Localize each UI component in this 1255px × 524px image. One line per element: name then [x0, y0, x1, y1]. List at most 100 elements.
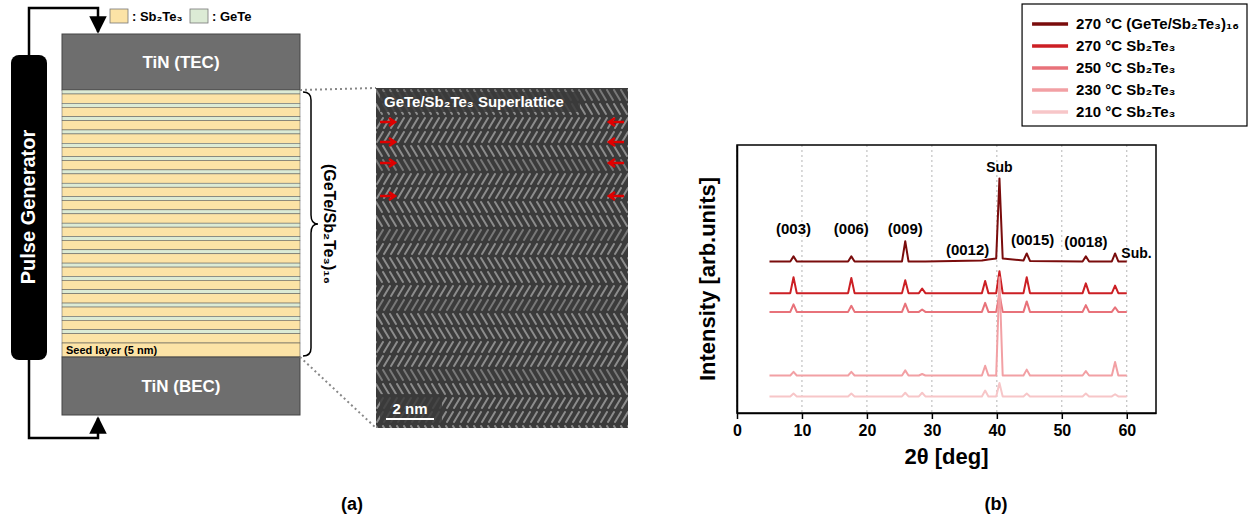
tem-lattice-fringe	[384, 244, 390, 254]
tem-lattice-fringe	[398, 300, 404, 310]
tem-lattice-fringe	[608, 244, 614, 254]
tem-lattice-fringe	[537, 426, 543, 428]
tem-lattice-fringe	[488, 272, 494, 282]
tem-lattice-fringe	[376, 216, 382, 226]
tem-lattice-fringe	[405, 230, 411, 240]
tem-lattice-fringe	[495, 272, 501, 282]
x-tick-label: 0	[733, 422, 742, 439]
tem-lattice-fringe	[489, 356, 495, 366]
tem-lattice-fringe	[615, 342, 621, 352]
series-line	[769, 383, 1126, 396]
tem-lattice-fringe	[432, 146, 438, 156]
tem-lattice-fringe	[509, 384, 515, 394]
tem-lattice-fringe	[488, 426, 494, 428]
tem-lattice-fringe	[607, 104, 613, 114]
tem-lattice-fringe	[523, 370, 529, 380]
tem-lattice-fringe	[467, 370, 473, 380]
tem-lattice-fringe	[544, 160, 550, 170]
gete-layer	[62, 130, 300, 134]
tem-lattice-fringe	[488, 258, 494, 268]
sb2te3-layer	[62, 121, 300, 130]
bottom-electrode-label: TiN (BEC)	[141, 377, 220, 396]
tem-lattice-fringe	[376, 328, 382, 338]
tem-lattice-fringe	[510, 132, 516, 142]
tem-lattice-fringe	[460, 216, 466, 226]
tem-lattice-fringe	[621, 216, 627, 226]
tem-lattice-fringe	[383, 328, 389, 338]
tem-lattice-fringe	[496, 118, 502, 128]
tem-lattice-fringe	[404, 426, 410, 428]
tem-lattice-fringe	[537, 272, 543, 282]
tem-lattice-fringe	[517, 342, 523, 352]
tem-lattice-fringe	[460, 202, 466, 212]
tem-lattice-fringe	[545, 188, 551, 198]
tem-lattice-fringe	[608, 342, 614, 352]
tem-lattice-fringe	[398, 174, 404, 184]
tem-lattice-fringe	[432, 272, 438, 282]
gete-layer	[62, 157, 300, 161]
tem-lattice-fringe	[453, 202, 459, 212]
tem-lattice-fringe	[586, 146, 592, 156]
series-line	[769, 277, 1126, 375]
tem-lattice-fringe	[376, 370, 382, 380]
interface-arrow	[609, 159, 624, 167]
zoom-connector	[300, 88, 376, 90]
tem-lattice-fringe	[383, 216, 389, 226]
tem-lattice-fringe	[537, 328, 543, 338]
tem-lattice-fringe	[614, 160, 620, 170]
sb2te3-layer	[62, 107, 300, 116]
gete-layer	[62, 223, 300, 227]
tem-lattice-fringe	[377, 132, 383, 142]
tem-lattice-fringe	[502, 258, 508, 268]
tem-lattice-fringe	[545, 118, 551, 128]
tem-lattice-fringe	[551, 258, 557, 268]
tem-lattice-fringe	[587, 398, 593, 408]
interface-arrow	[609, 192, 624, 200]
sb2te3-layer	[62, 147, 300, 156]
tem-lattice-fringe	[440, 300, 446, 310]
tem-lattice-fringe	[621, 90, 627, 100]
tem-lattice-fringe	[425, 216, 431, 226]
tem-lattice-fringe	[601, 118, 607, 128]
tem-lattice-fringe	[558, 370, 564, 380]
tem-lattice-fringe	[573, 118, 579, 128]
tem-lattice-fringe	[559, 398, 565, 408]
tem-lattice-fringe	[481, 384, 487, 394]
tem-lattice-fringe	[530, 258, 536, 268]
tem-lattice-fringe	[558, 258, 564, 268]
tem-lattice-fringe	[538, 132, 544, 142]
tem-lattice-fringe	[594, 286, 600, 296]
tem-lattice-fringe	[425, 426, 431, 428]
tem-lattice-fringe	[495, 258, 501, 268]
tem-lattice-fringe	[481, 328, 487, 338]
tem-lattice-fringe	[593, 202, 599, 212]
x-axis-title: 2θ [deg]	[904, 444, 988, 469]
tem-lattice-fringe	[537, 160, 543, 170]
tem-lattice-fringe	[558, 272, 564, 282]
tem-lattice-fringe	[594, 398, 600, 408]
tem-lattice-fringe	[454, 300, 460, 310]
tem-lattice-fringe	[538, 300, 544, 310]
tem-lattice-fringe	[601, 398, 607, 408]
tem-lattice-fringe	[390, 426, 396, 428]
tem-lattice-fringe	[418, 370, 424, 380]
tem-lattice-fringe	[433, 174, 439, 184]
legend-label: 270 °C (GeTe/Sb₂Te₃)₁₆	[1076, 15, 1239, 32]
tem-lattice-fringe	[593, 216, 599, 226]
tem-lattice-fringe	[517, 398, 523, 408]
tem-lattice-fringe	[509, 146, 515, 156]
tem-lattice-fringe	[600, 104, 606, 114]
tem-lattice-fringe	[509, 202, 515, 212]
tem-lattice-fringe	[397, 314, 403, 324]
tem-lattice-fringe	[432, 328, 438, 338]
tem-lattice-fringe	[454, 188, 460, 198]
tem-lattice-fringe	[390, 314, 396, 324]
tem-lattice-fringe	[552, 174, 558, 184]
tem-lattice-fringe	[593, 160, 599, 170]
tem-lattice-fringe	[467, 146, 473, 156]
tem-lattice-fringe	[538, 118, 544, 128]
tem-lattice-fringe	[439, 384, 445, 394]
tem-lattice-fringe	[601, 188, 607, 198]
tem-lattice-fringe	[453, 258, 459, 268]
tem-lattice-fringe	[488, 160, 494, 170]
